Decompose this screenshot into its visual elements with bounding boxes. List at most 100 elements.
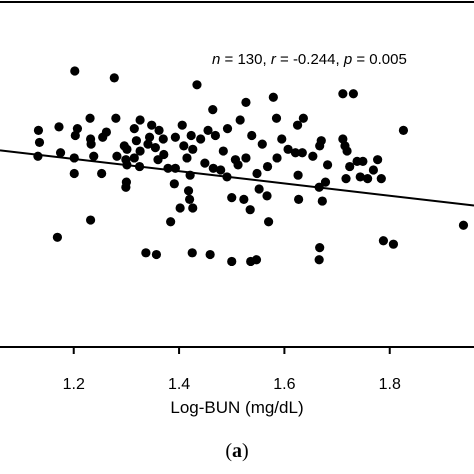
data-point [298,113,308,123]
data-point [398,125,409,135]
data-point [89,151,99,161]
x-tick-label: 1.8 [379,376,401,393]
data-point [341,174,351,184]
data-point [208,163,218,173]
data-point [262,191,272,201]
data-point [147,120,157,130]
data-point [112,151,122,161]
data-point [143,139,153,149]
data-point [294,194,304,204]
data-point [315,141,325,151]
data-point [241,97,251,107]
data-point [368,165,379,175]
data-point [292,120,303,130]
data-point [200,158,210,168]
data-point [163,163,173,173]
regression-line [0,149,474,207]
data-point [348,89,358,99]
data-point [185,194,195,204]
panel-letter: a [232,440,242,462]
data-point [218,146,228,156]
data-point [205,249,215,260]
data-point [135,146,145,156]
data-point [86,139,96,149]
data-point [317,196,327,206]
data-point [363,174,373,184]
data-point [70,66,80,76]
data-point [376,174,386,184]
data-point [358,156,368,166]
data-point [33,125,44,135]
data-point [252,168,262,179]
data-point [271,113,282,123]
data-point [121,182,131,192]
data-point [241,153,251,163]
data-point [322,160,333,170]
data-point [388,239,399,249]
data-point [222,124,233,134]
data-point [235,115,245,125]
p-label: p [343,51,352,68]
data-point [150,142,160,153]
data-point [183,186,194,196]
data-point [283,144,293,154]
data-point [192,80,202,90]
data-point [338,134,348,144]
data-point [134,161,145,172]
data-point [247,130,257,141]
data-point [373,155,383,165]
data-point [320,177,331,187]
data-point [222,172,232,182]
axes [0,1,474,348]
data-point [169,179,179,189]
x-axis-label: Log-BUN (mg/dL) [170,398,304,417]
data-point [297,148,307,158]
data-point [293,170,303,180]
data-point [186,130,196,141]
data-point [69,153,79,163]
n-value: 130 [237,51,262,68]
data-point [166,217,176,227]
data-point [122,144,132,154]
data-point [290,148,301,158]
data-point [268,92,278,102]
data-point [129,153,139,163]
data-point [196,134,206,144]
data-point [355,172,365,182]
data-point [69,168,79,179]
stat-annotation: n = 130, r = -0.244, p = 0.005 [212,51,407,68]
data-point [34,137,45,148]
r-label: r [271,51,277,68]
data-point [257,139,267,149]
data-point [251,255,262,265]
data-point [111,113,121,123]
data-point [141,248,151,258]
data-point [154,125,164,135]
data-point [188,203,198,213]
data-point [135,115,145,125]
data-point [378,236,389,246]
data-point [314,182,324,192]
data-point [33,151,43,161]
data-point [97,168,107,179]
data-point [342,146,352,156]
data-point [338,89,348,99]
n-label: n [212,51,220,68]
data-point [98,132,108,142]
data-point [227,193,237,203]
data-point [203,125,213,135]
data-point [129,124,139,134]
data-point [345,161,355,172]
data-point [272,153,282,163]
data-point [182,153,192,163]
data-point [131,136,142,146]
data-point [245,205,255,215]
data-point [72,124,83,134]
data-point [52,232,63,242]
panel-label: (a) [225,440,249,462]
data-point [254,184,264,194]
data-point [177,120,187,130]
r-value: -0.244 [293,51,336,68]
x-tick-label: 1.4 [168,376,190,393]
